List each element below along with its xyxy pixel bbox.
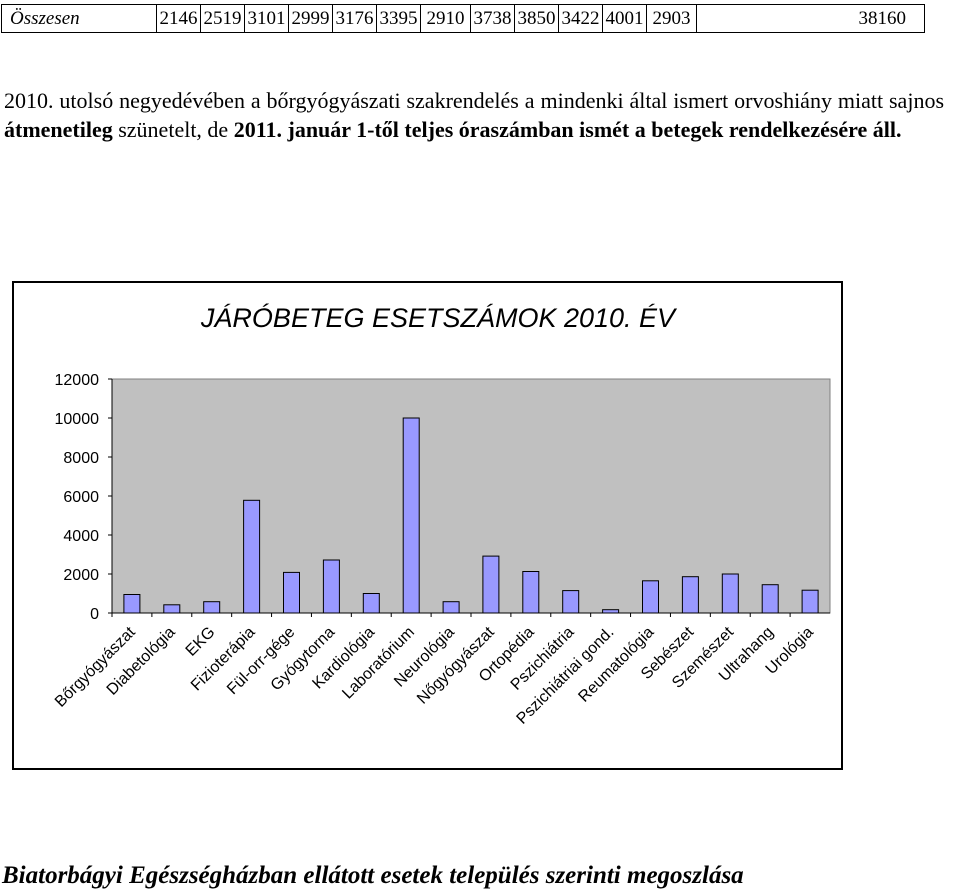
bar [522, 571, 540, 614]
chart-title: JÁRÓBETEG ESETSZÁMOK 2010. ÉV [200, 302, 678, 333]
bar [203, 601, 221, 614]
bar-chart: JÁRÓBETEG ESETSZÁMOK 2010. ÉV 0 2000 4000 6… [12, 281, 843, 770]
summary-table: Összesen 2146 2519 3101 2999 3176 3395 2… [1, 4, 925, 33]
bar [402, 417, 420, 614]
summary-label: Összesen [1, 4, 157, 33]
y-tick-label: 0 [90, 606, 99, 623]
y-axis: 0 2000 4000 6000 8000 10000 12000 [55, 372, 113, 623]
bar [283, 571, 300, 614]
summary-cell: 4001 [602, 4, 647, 33]
y-tick-label: 12000 [55, 372, 100, 389]
paragraph-text: szünetelt, de [112, 117, 234, 142]
summary-cell: 2999 [288, 4, 333, 33]
bar [163, 604, 181, 614]
paragraph-bold-text: átmenetileg [4, 117, 113, 142]
bar [442, 601, 460, 614]
summary-cell: 3850 [514, 4, 559, 33]
summary-cell: 3101 [244, 4, 289, 33]
y-tick-label: 8000 [63, 450, 99, 467]
bar [243, 499, 261, 614]
summary-cell: 3738 [470, 4, 515, 33]
bar [642, 580, 659, 614]
section-heading: Biatorbágyi Egészségházban ellátott eset… [2, 862, 744, 889]
plot-area [111, 378, 831, 614]
chart-canvas: JÁRÓBETEG ESETSZÁMOK 2010. ÉV 0 2000 4000 6… [52, 302, 831, 728]
y-tick-label: 2000 [63, 567, 99, 584]
summary-total: 38160 [696, 4, 925, 33]
bar [801, 589, 819, 614]
bar [482, 555, 500, 614]
x-category-label: EKG [183, 624, 219, 660]
summary-cell: 2910 [420, 4, 471, 33]
y-tick-label: 6000 [63, 489, 99, 506]
y-tick-label: 4000 [63, 528, 99, 545]
summary-cell: 2519 [200, 4, 245, 33]
bar [761, 584, 779, 614]
summary-cell: 2903 [646, 4, 697, 33]
bar [562, 590, 580, 614]
paragraph-bold-text: 2011. január 1-től teljes óraszámban ism… [233, 117, 902, 142]
bar [322, 559, 340, 614]
summary-cell: 3395 [376, 4, 421, 33]
summary-row: Összesen 2146 2519 3101 2999 3176 3395 2… [1, 4, 925, 33]
bar [681, 576, 699, 614]
paragraph-text: 2010. utolsó negyedévében a bőrgyógyásza… [4, 88, 944, 113]
summary-cell: 3176 [332, 4, 377, 33]
y-tick-label: 10000 [55, 411, 100, 428]
bar [123, 594, 141, 614]
bars [123, 417, 819, 614]
info-paragraph: 2010. utolsó negyedévében a bőrgyógyásza… [4, 86, 944, 144]
bar [721, 573, 739, 614]
summary-cell: 2146 [156, 4, 201, 33]
summary-cell: 3422 [558, 4, 603, 33]
bar [362, 593, 380, 614]
